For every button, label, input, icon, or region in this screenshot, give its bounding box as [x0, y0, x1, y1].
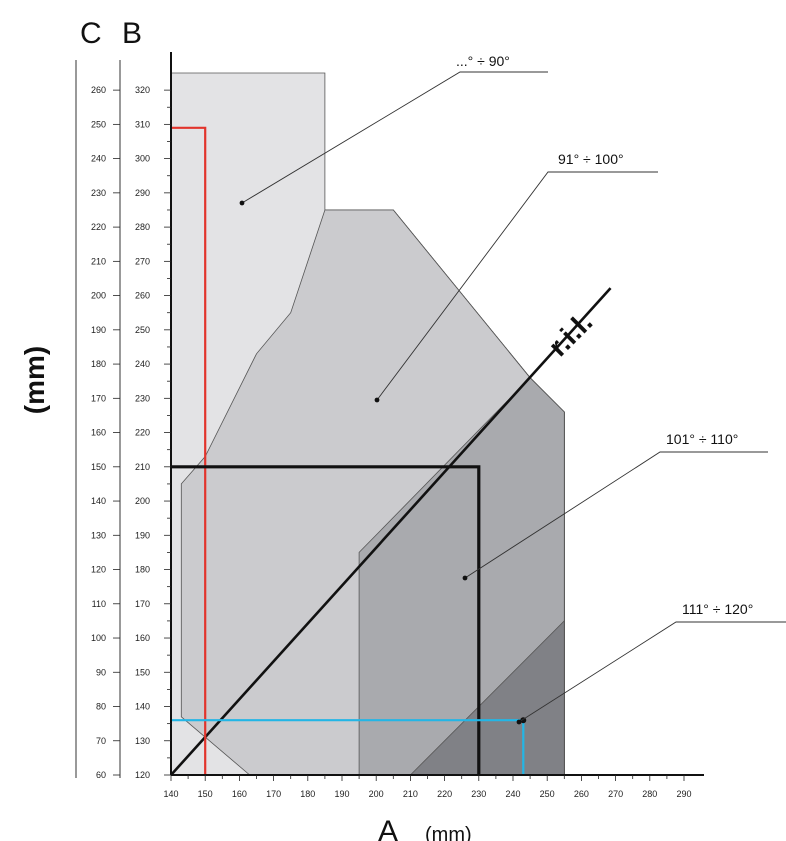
b-tick-label: 140: [135, 702, 150, 712]
b-tick-label: 220: [135, 428, 150, 438]
zone-label-90: ...° ÷ 90°: [456, 53, 510, 69]
b-tick-label: 290: [135, 188, 150, 198]
c-tick-label: 110: [92, 599, 106, 609]
b-tick-label: 270: [135, 256, 150, 266]
example-line-0: [171, 126, 207, 775]
c-tick-label: 190: [91, 325, 106, 335]
c-tick-label: 200: [91, 291, 106, 301]
c-tick-label: 60: [96, 770, 106, 780]
c-tick-label: 120: [91, 565, 106, 575]
b-tick-label: 300: [135, 154, 150, 164]
zone-leader-1: [376, 171, 658, 401]
b-tick-label: 200: [135, 496, 150, 506]
b-tick-label: 180: [135, 565, 150, 575]
c-tick-label: 260: [91, 85, 106, 95]
x-tick-label: 280: [642, 789, 657, 799]
c-tick-label: 250: [91, 119, 106, 129]
zone-leader-dot-2: [462, 575, 468, 581]
b-tick-label: 240: [135, 359, 150, 369]
x-tick-label: 290: [676, 789, 691, 799]
zone-label-101-110: 101° ÷ 110°: [666, 431, 738, 447]
c-tick-label: 90: [96, 667, 106, 677]
zone-leader-2: [464, 451, 768, 579]
x-axis-unit: (mm): [425, 824, 472, 841]
scale-b-title: B: [122, 17, 142, 50]
b-tick-label: 150: [135, 667, 150, 677]
b-tick-label: 260: [135, 291, 150, 301]
c-tick-label: 210: [91, 256, 106, 266]
b-tick-label: 250: [135, 325, 150, 335]
c-tick-label: 230: [91, 188, 106, 198]
zone-label-91-100: 91° ÷ 100°: [558, 151, 624, 167]
x-tick-label: 150: [198, 789, 213, 799]
scale-c-title: C: [80, 17, 102, 50]
x-tick-label: 260: [574, 789, 589, 799]
example-lines: [171, 126, 527, 775]
x-axis-title: A: [378, 815, 398, 841]
b-tick-label: 320: [135, 85, 150, 95]
example-line-1: [171, 465, 481, 775]
x-tick-label: 190: [334, 789, 349, 799]
b-tick-label: 160: [135, 633, 150, 643]
b-tick-label: 280: [135, 222, 150, 232]
x-axis-ticks: 140 150 160 170 180 190 200 210 220 230 240 250 260 2…: [163, 775, 692, 799]
zone-leader-3: [518, 621, 786, 723]
c-tick-label: 170: [91, 393, 106, 403]
c-tick-label: 70: [96, 736, 106, 746]
zone-leader-dot-1: [374, 397, 380, 403]
c-tick-label: 160: [91, 428, 106, 438]
axes: [75, 52, 704, 778]
zone-leader-0: [241, 71, 548, 204]
c-tick-label: 80: [96, 702, 106, 712]
x-tick-label: 210: [403, 789, 418, 799]
c-tick-label: 180: [91, 359, 106, 369]
c-tick-label: 220: [91, 222, 106, 232]
reference-line-group: [170, 287, 612, 776]
c-tick-label: 130: [91, 530, 106, 540]
x-tick-label: 170: [266, 789, 281, 799]
b-scale-ticks: 120 130 140 150 160 170 180 190 200 210 220 230 240 2…: [135, 85, 171, 780]
x-tick-label: 270: [608, 789, 623, 799]
reference-line: [170, 287, 612, 776]
b-tick-label: 230: [135, 393, 150, 403]
c-tick-label: 150: [91, 462, 106, 472]
b-tick-label: 130: [135, 736, 150, 746]
zone-leader-dot-3: [516, 719, 522, 725]
c-scale-ticks: 60 70 80 90 100 110 120 130 140 150 160 170 180 190 20…: [91, 85, 120, 780]
x-tick-label: 200: [369, 789, 384, 799]
b-tick-label: 190: [135, 530, 150, 540]
y-axis-title: (mm): [19, 346, 50, 414]
x-tick-label: 230: [471, 789, 486, 799]
c-tick-label: 140: [91, 496, 106, 506]
b-tick-label: 310: [135, 119, 150, 129]
x-tick-label: 140: [163, 789, 178, 799]
zone-leader-dot-0: [239, 200, 245, 206]
x-tick-label: 250: [540, 789, 555, 799]
x-tick-label: 160: [232, 789, 247, 799]
c-tick-label: 240: [91, 154, 106, 164]
zone-label-111-120: 111° ÷ 120°: [682, 601, 753, 617]
c-tick-label: 100: [91, 633, 106, 643]
zone-areas: [170, 72, 684, 776]
b-tick-label: 120: [135, 770, 150, 780]
x-tick-label: 220: [437, 789, 452, 799]
b-tick-label: 210: [135, 462, 150, 472]
b-tick-label: 170: [135, 599, 150, 609]
x-tick-label: 180: [300, 789, 315, 799]
zone-leaders: [239, 71, 786, 725]
x-tick-label: 240: [505, 789, 520, 799]
